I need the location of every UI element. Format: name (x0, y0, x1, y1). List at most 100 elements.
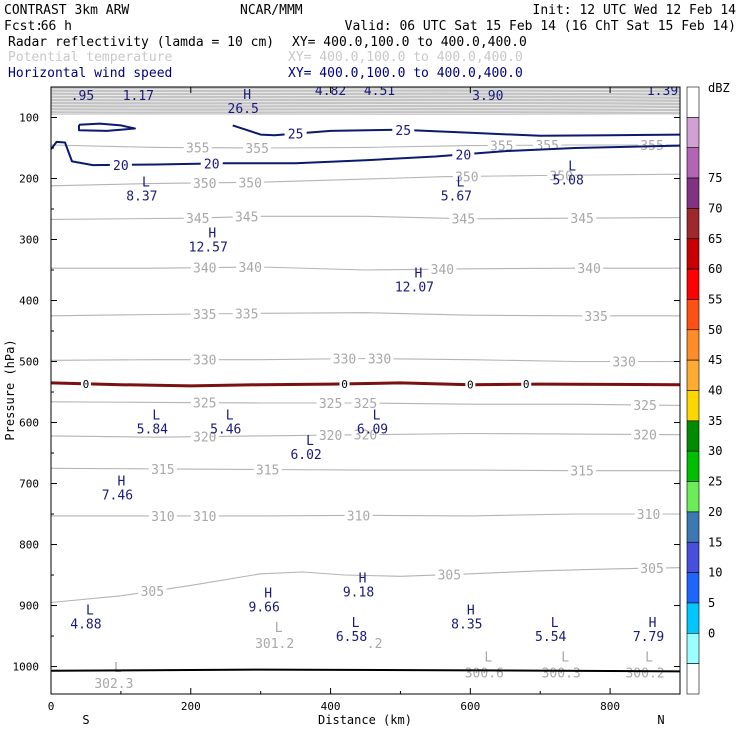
theta-label-gap (351, 428, 380, 441)
theta-contour-label: 315 (570, 465, 593, 480)
wind-extremum-marker: H (467, 604, 475, 619)
wind-extremum-marker: H (117, 474, 125, 489)
theta-point-value: 300.2 (625, 667, 664, 682)
theta-contour-label: 355 (535, 139, 558, 154)
colorbar-level-label: 75 (708, 171, 722, 185)
theta-label-gap (232, 307, 261, 320)
wind-extremum-marker: H (243, 88, 251, 103)
theta-point-marker: L (561, 651, 569, 666)
field-xy-wind: XY= 400.0,100.0 to 400.0,400.0 (288, 66, 523, 81)
wind-label-gap (109, 157, 132, 172)
theta-label-gap (634, 508, 663, 521)
colorbar-swatch (686, 117, 700, 148)
zero-contour-label: 0 (467, 379, 474, 392)
wind-contour-label: 25 (395, 124, 411, 139)
theta-contour-label: 310 (151, 510, 174, 525)
stratosphere-theta-line (51, 94, 680, 97)
zero-contour-label: 0 (523, 378, 530, 391)
wind-extremum-value: .95 (71, 89, 94, 104)
surface-line (51, 668, 680, 673)
colorbar-swatch (686, 238, 700, 270)
theta-contour-label: 330 (193, 354, 216, 369)
theta-contour-label: 355 (245, 142, 268, 157)
wind-label-gap (284, 126, 307, 141)
y-tick-label: 400 (19, 295, 39, 308)
theta-label-gap (190, 396, 219, 409)
theta-label-gap (138, 585, 167, 598)
theta-label-gap (183, 211, 212, 224)
colorbar-swatch (686, 632, 700, 664)
theta-contour-label: 325 (193, 397, 216, 412)
plot-frame (50, 86, 681, 695)
x-end-label-south: S (82, 713, 89, 727)
theta-label-gap (183, 141, 212, 154)
theta-contour-305 (51, 567, 680, 604)
fcst-label: Fcst: (4, 19, 43, 34)
theta-contour-label: 320 (319, 429, 342, 444)
colorbar-level-label: 20 (708, 505, 722, 519)
wind-contour-label: 25 (288, 128, 304, 143)
colorbar-level-label: 15 (708, 535, 722, 549)
theta-label-gap (232, 210, 261, 223)
theta-contour-label: 330 (333, 353, 356, 368)
y-tick-label: 900 (19, 600, 39, 613)
wind-extremum-marker: L (456, 175, 464, 190)
wind-contour-label: 20 (456, 148, 472, 163)
theta-label-gap (344, 509, 373, 522)
wind-extremum-value: 4.88 (70, 618, 101, 633)
theta-label-gap (148, 462, 177, 475)
theta-label-gap (428, 263, 457, 276)
wind-extremum-value: 1.39 (647, 84, 678, 99)
theta-label-gap (487, 139, 516, 152)
colorbar-level-label: 45 (708, 353, 722, 367)
colorbar-level-label: 10 (708, 566, 722, 580)
zero-contour-line (51, 381, 680, 388)
wind-extremum-marker: L (352, 616, 360, 631)
theta-contour-label: 345 (452, 213, 475, 228)
colorbar-level-label: 25 (708, 475, 722, 489)
wind-extremum-marker: L (86, 604, 94, 619)
colorbar-swatch (686, 329, 700, 361)
field-name-theta: Potential temperature (8, 50, 173, 65)
x-axis-label: Distance (km) (318, 713, 412, 727)
fcst-value: 66 h (41, 19, 72, 34)
x-tick-label: 800 (600, 700, 620, 713)
header: CONTRAST 3km ARW NCAR/MMM Init: 12 UTC W… (4, 3, 736, 81)
wind-extremum-marker: L (551, 616, 559, 631)
wind-label-gap (200, 156, 223, 171)
field-xy-theta: XY= 400.0,100.0 to 400.0,400.0 (288, 50, 523, 65)
wind-extremum-value: 26.5 (228, 102, 259, 117)
wind-extremum-value: 4.51 (364, 84, 395, 99)
wind-extremum-value: 7.46 (102, 488, 133, 503)
colorbar-level-label: 65 (708, 232, 722, 246)
theta-label-gap (449, 212, 478, 225)
y-tick-label: 100 (19, 112, 39, 125)
wind-contour-25 (78, 122, 136, 132)
theta-label-gap (243, 141, 272, 154)
theta-point-value: 300.3 (542, 667, 581, 682)
wind-extremum-value: 7.79 (633, 630, 664, 645)
wind-extremum-value: 9.18 (343, 585, 374, 600)
wind-label-gap (392, 122, 415, 137)
theta-label-gap (316, 429, 345, 442)
wind-extremum-value: 5.08 (553, 174, 584, 189)
colorbar-unit: dBZ (708, 81, 730, 95)
y-tick-label: 800 (19, 539, 39, 552)
theta-contour-label: 315 (151, 463, 174, 478)
theta-label-gap (568, 212, 597, 225)
theta-label-gap (190, 307, 219, 320)
colorbar-swatch (686, 86, 700, 118)
theta-contour-label: 340 (431, 263, 454, 278)
stratosphere-theta-line (51, 97, 680, 100)
colorbar-level-label: 5 (708, 596, 715, 610)
field-name-reflectivity: Radar reflectivity (lamda = 10 cm) (8, 35, 274, 50)
wind-extremum-marker: L (83, 75, 91, 90)
theta-label-gap (631, 399, 660, 412)
wind-extremum-marker: H (649, 616, 657, 631)
wind-extremum-marker: L (306, 434, 314, 449)
colorbar-level-label: 35 (708, 414, 722, 428)
wind-extremum-marker: L (373, 409, 381, 424)
colorbar-swatch (686, 147, 700, 179)
theta-contour-label: 350 (455, 170, 478, 185)
